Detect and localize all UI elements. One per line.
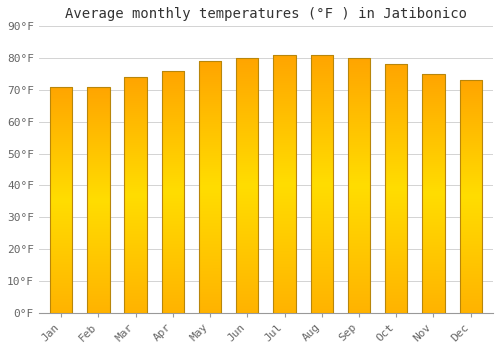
Bar bbox=[199, 61, 222, 313]
Bar bbox=[87, 87, 110, 313]
Bar bbox=[50, 87, 72, 313]
Bar bbox=[124, 77, 147, 313]
Bar bbox=[236, 58, 258, 313]
Title: Average monthly temperatures (°F ) in Jatibonico: Average monthly temperatures (°F ) in Ja… bbox=[65, 7, 467, 21]
Bar bbox=[310, 55, 333, 313]
Bar bbox=[460, 80, 482, 313]
Bar bbox=[422, 74, 444, 313]
Bar bbox=[385, 64, 407, 313]
Bar bbox=[348, 58, 370, 313]
Bar bbox=[274, 55, 295, 313]
Bar bbox=[162, 71, 184, 313]
